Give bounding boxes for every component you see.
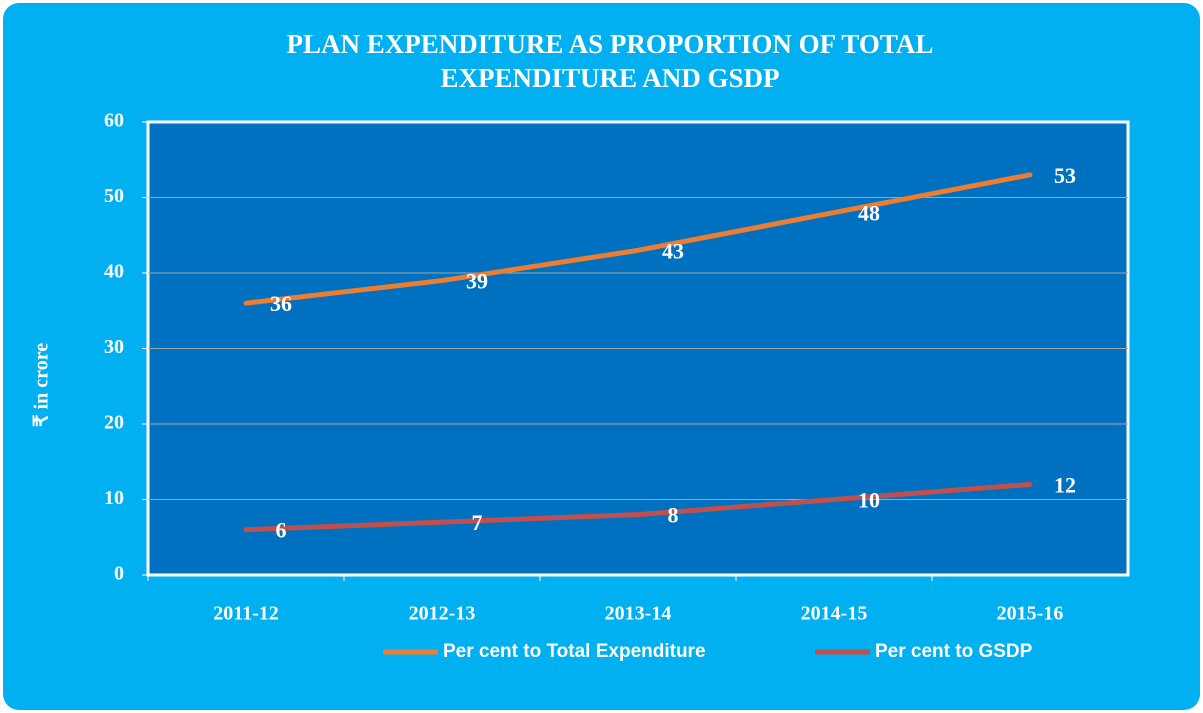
legend-label: Per cent to GSDP [875,641,1033,662]
data-label: 53 [1054,163,1076,188]
data-line [243,481,1033,533]
x-tick-label: 2011-12 [213,603,279,625]
x-tick-label: 2012-13 [409,603,476,625]
y-tick-label: 40 [104,261,124,283]
y-tick-label: 0 [114,563,124,585]
y-axis-label: ₹ in crore [31,343,53,427]
data-label: 6 [276,518,287,543]
y-tick-label: 50 [104,185,124,207]
data-label: 12 [1054,472,1076,497]
x-tick-label: 2013-14 [605,603,672,625]
y-tick-label: 60 [104,110,124,132]
y-tick-label: 10 [104,487,124,509]
data-label: 10 [858,488,880,513]
legend-label: Per cent to Total Expenditure [443,641,706,662]
data-label: 39 [466,269,488,294]
x-tick-label: 2015-16 [997,603,1064,625]
x-tick-label: 2014-15 [801,603,868,625]
data-label: 36 [270,291,292,316]
data-label: 43 [662,238,684,263]
data-label: 8 [668,503,679,528]
y-tick-label: 30 [104,336,124,358]
data-label: 7 [472,510,483,535]
data-line [243,172,1033,306]
chart-title: PLAN EXPENDITURE AS PROPORTION OF TOTAL E… [287,29,934,93]
data-label: 48 [858,201,880,226]
y-tick-label: 20 [104,412,124,434]
